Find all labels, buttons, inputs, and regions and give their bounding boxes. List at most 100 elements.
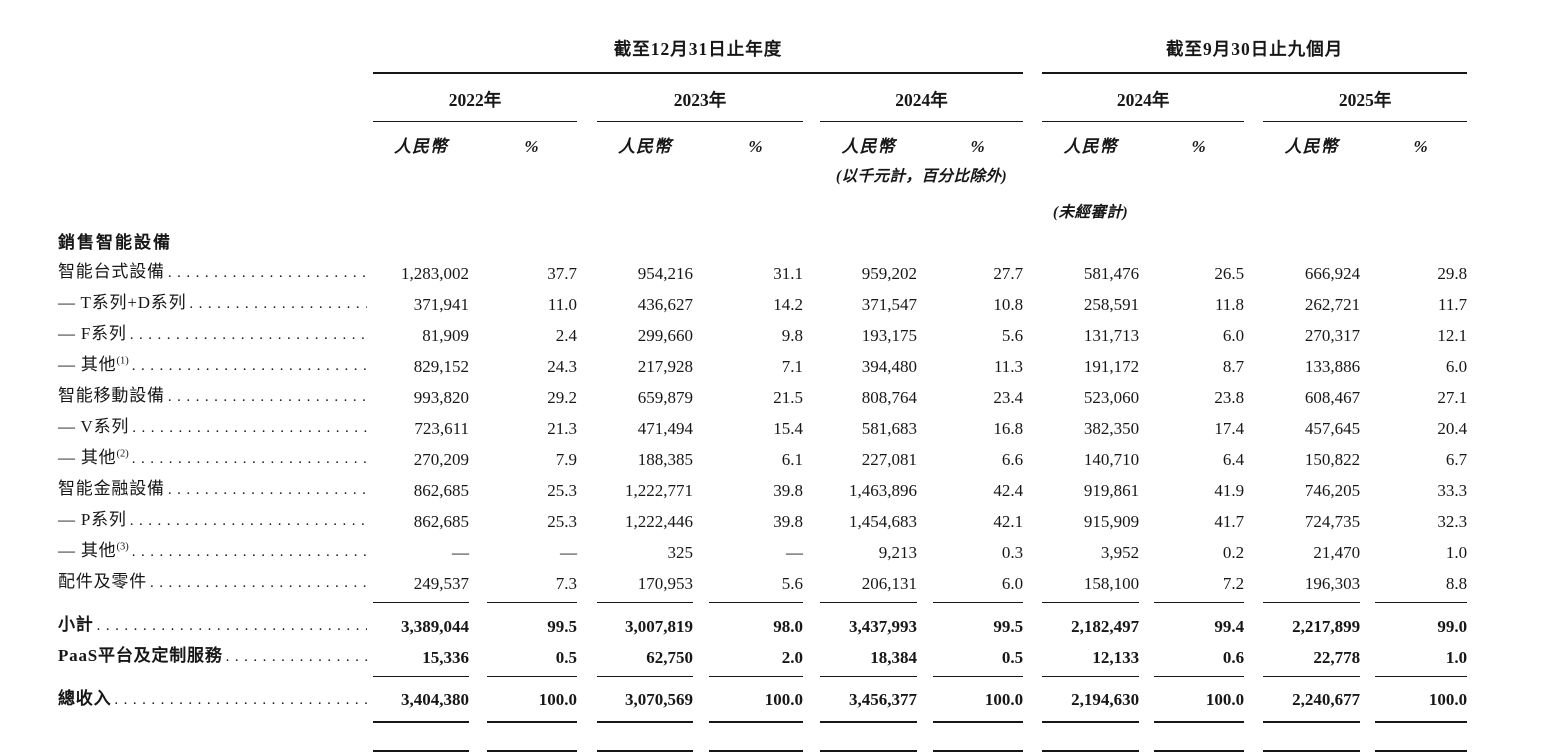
- col-header-pct: %: [1191, 137, 1207, 156]
- cell-value: 3,389,044: [401, 617, 469, 636]
- cell-value: 5.6: [1001, 326, 1024, 345]
- table-row: 總收入 3,404,380 100.0 3,070,569 100.0 3,456,377…: [58, 676, 1467, 722]
- cell-value: 808,764: [861, 388, 917, 407]
- col-header-rmb: 人民幣: [618, 137, 672, 156]
- cell-value: 100.0: [1205, 690, 1245, 709]
- cell-value: 100.0: [984, 690, 1024, 709]
- cell-value: 100.0: [1428, 690, 1468, 709]
- column-header-row: 人民幣 % 人民幣 % 人民幣 % 人民幣 % 人民幣 %: [58, 122, 1467, 162]
- cell-value: 0.5: [933, 641, 1024, 677]
- cell-value: 42.1: [993, 512, 1024, 531]
- cell-value: 608,467: [1304, 388, 1361, 407]
- cell-value: 24.3: [547, 357, 577, 376]
- double-rule: [597, 721, 693, 752]
- cell-value: 6.4: [1222, 450, 1245, 469]
- row-label-text: — 其他(2): [58, 448, 129, 467]
- row-label-text: 智能台式設備: [58, 262, 165, 281]
- cell-value: 371,547: [861, 295, 917, 314]
- row-label: 銷售智能設備: [58, 228, 373, 257]
- cell-value: 140,710: [1083, 450, 1140, 469]
- row-label: PaaS平台及定制服務: [58, 641, 373, 676]
- cell-value: 262,721: [1304, 295, 1361, 314]
- cell-value: 18,384: [820, 641, 917, 677]
- cell-value: 0.3: [1001, 543, 1024, 562]
- table-row: — F系列 81,909 2.4 299,660 9.8 193,175 5.6 131,71…: [58, 319, 1467, 350]
- cell-value: 270,317: [1304, 326, 1361, 345]
- year-header-2023: 2023年: [597, 73, 803, 122]
- year-header-9m2025: 2025年: [1263, 73, 1468, 122]
- cell-value: 150,822: [1304, 450, 1361, 469]
- cell-value: 131,713: [1083, 326, 1140, 345]
- cell-value: 371,941: [413, 295, 469, 314]
- cell-value: 1,222,446: [625, 512, 693, 531]
- row-label: — V系列: [58, 412, 373, 443]
- cell-value: 6.0: [1445, 357, 1468, 376]
- cell-value: 15,336: [373, 641, 469, 677]
- period-header-annual: 截至12月31日止年度: [373, 28, 1024, 74]
- cell-value: 32.3: [1437, 512, 1468, 531]
- cell-value: 862,685: [413, 512, 469, 531]
- cell-value: 382,350: [1083, 419, 1140, 438]
- cell-value: 7.2: [1154, 567, 1245, 603]
- table-header: 截至12月31日止年度 截至9月30日止九個月 2022年 2023年 2024…: [58, 28, 1468, 228]
- cell-value: 12.1: [1437, 326, 1468, 345]
- cell-value: 62,750: [597, 641, 693, 677]
- cell-value: 39.8: [773, 512, 803, 531]
- cell-value: 249,537: [373, 567, 469, 603]
- cell-value: 227,081: [861, 450, 917, 469]
- cell-value: 270,209: [413, 450, 469, 469]
- row-label: — T系列+D系列: [58, 288, 373, 319]
- unaudited-note: (未經審計): [1052, 204, 1129, 221]
- cell-value: 27.1: [1437, 388, 1468, 407]
- row-label-text: 總收入: [58, 689, 112, 708]
- cell-value: 1,222,771: [625, 481, 693, 500]
- table-row: — V系列 723,611 21.3 471,494 15.4 581,683 16.8 38…: [58, 412, 1467, 443]
- cell-value: 100.0: [538, 690, 577, 709]
- row-label: 總收入: [58, 676, 373, 722]
- cell-value: 21.3: [547, 419, 577, 438]
- cell-value: 25.3: [547, 512, 577, 531]
- cell-value: —: [560, 543, 577, 562]
- cell-value: 99.5: [547, 617, 577, 636]
- cell-value: 993,820: [413, 388, 469, 407]
- cell-value: 471,494: [637, 419, 693, 438]
- row-label-text: PaaS平台及定制服務: [58, 646, 223, 665]
- units-note-row: (以千元計，百分比除外): [58, 161, 1467, 190]
- cell-value: 862,685: [413, 481, 469, 500]
- cell-value: 7.9: [555, 450, 577, 469]
- cell-value: 919,861: [1083, 481, 1140, 500]
- cell-value: 7.1: [781, 357, 803, 376]
- cell-value: 196,303: [1263, 567, 1361, 603]
- row-label: 智能移動設備: [58, 381, 373, 412]
- row-label: — 其他(1): [58, 350, 373, 381]
- double-rule: [933, 721, 1024, 752]
- cell-value: 23.4: [993, 388, 1024, 407]
- cell-value: 133,886: [1304, 357, 1361, 376]
- double-rule: [1375, 721, 1468, 752]
- cell-value: 954,216: [637, 264, 693, 283]
- cell-value: 3,456,377: [849, 690, 917, 709]
- row-label: 小計: [58, 602, 373, 641]
- double-rule: [820, 721, 917, 752]
- cell-value: 27.7: [993, 264, 1024, 283]
- unaudited-note-row: (未經審計): [58, 190, 1467, 228]
- cell-value: 10.8: [993, 295, 1024, 314]
- cell-value: 6.1: [781, 450, 803, 469]
- cell-value: 29.2: [547, 388, 577, 407]
- row-label: 配件及零件: [58, 567, 373, 602]
- dot-leader: [189, 288, 367, 319]
- year-header-9m2024: 2024年: [1042, 73, 1245, 122]
- cell-value: 100.0: [764, 690, 803, 709]
- cell-value: 1.0: [1375, 641, 1468, 677]
- cell-value: 394,480: [861, 357, 917, 376]
- cell-value: 8.8: [1375, 567, 1468, 603]
- col-header-pct: %: [524, 137, 540, 156]
- row-label: — 其他(2): [58, 443, 373, 474]
- dot-leader: [132, 412, 367, 443]
- table-row: 智能台式設備 1,283,002 37.7 954,216 31.1 959,202 27.…: [58, 257, 1467, 288]
- cell-value: 20.4: [1437, 419, 1468, 438]
- cell-value: 39.8: [773, 481, 803, 500]
- table-row: — P系列 862,685 25.3 1,222,446 39.8 1,454,683 42…: [58, 505, 1467, 536]
- dot-leader: [132, 443, 367, 474]
